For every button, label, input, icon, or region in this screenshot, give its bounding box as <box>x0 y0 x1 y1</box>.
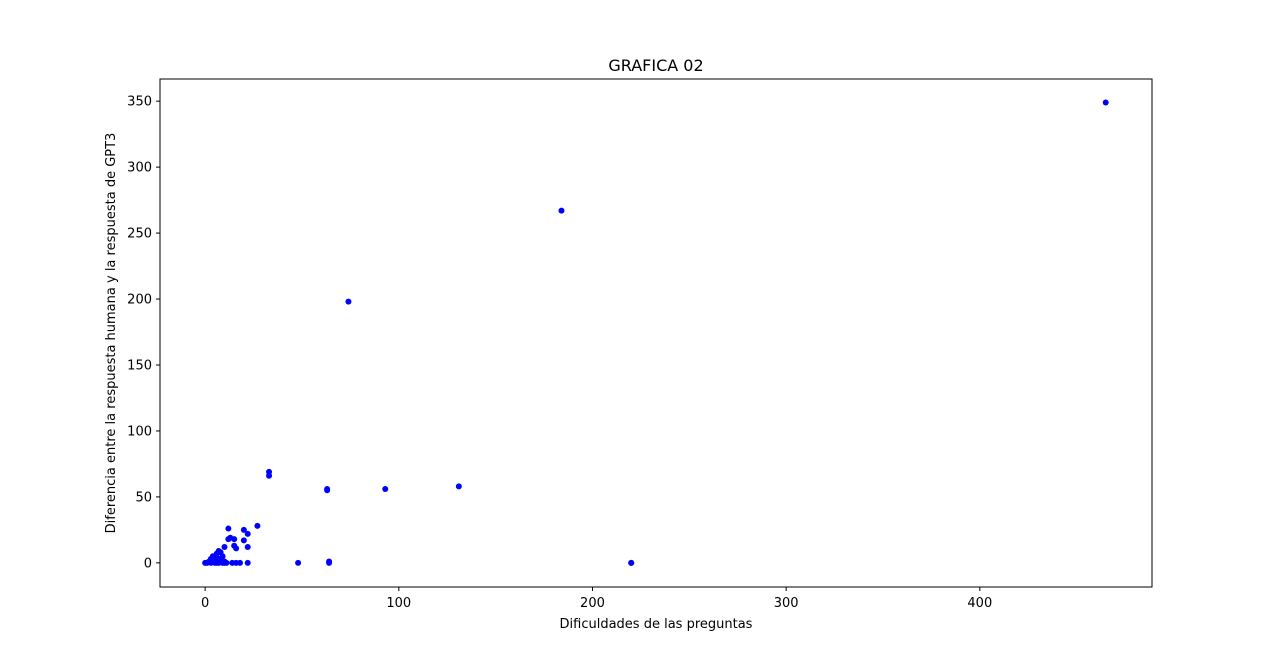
data-point <box>244 559 251 566</box>
data-point <box>223 559 230 566</box>
x-tick-label: 100 <box>386 596 411 611</box>
data-point <box>455 483 462 490</box>
x-tick-label: 200 <box>580 596 605 611</box>
data-point <box>324 487 331 494</box>
data-point <box>244 530 251 537</box>
y-tick-label: 350 <box>127 95 152 110</box>
data-point <box>221 544 228 551</box>
data-point <box>240 537 247 544</box>
y-tick-label: 0 <box>144 556 152 571</box>
x-axis-ticks: 0 100 200 300 400 <box>201 587 992 611</box>
data-point <box>244 544 251 551</box>
data-point <box>219 553 226 560</box>
data-point <box>231 536 238 543</box>
x-tick-label: 0 <box>201 596 209 611</box>
data-point <box>236 559 243 566</box>
data-point <box>326 559 333 566</box>
data-point <box>254 522 261 529</box>
x-tick-label: 400 <box>967 596 992 611</box>
y-tick-label: 100 <box>127 424 152 439</box>
y-tick-label: 250 <box>127 227 152 242</box>
x-tick-label: 300 <box>774 596 799 611</box>
y-tick-label: 300 <box>127 161 152 176</box>
y-tick-label: 50 <box>135 490 152 505</box>
data-point <box>628 559 635 566</box>
y-axis-label: Diferencia entre la respuesta humana y l… <box>104 133 119 534</box>
data-point <box>295 559 302 566</box>
data-point <box>382 485 389 492</box>
chart-title: GRAFICA 02 <box>608 56 703 75</box>
data-points <box>202 99 1109 566</box>
y-axis-ticks: 0 50 100 150 200 250 300 350 <box>127 95 160 571</box>
data-point <box>233 545 240 552</box>
data-point <box>345 298 352 305</box>
x-axis-label: Dificuldades de las preguntas <box>560 617 753 632</box>
data-point <box>558 207 565 214</box>
y-tick-label: 150 <box>127 358 152 373</box>
data-point <box>240 526 247 533</box>
data-point <box>1102 99 1109 106</box>
y-tick-label: 200 <box>127 293 152 308</box>
data-point <box>266 472 273 479</box>
plot-area-frame <box>159 78 1153 588</box>
data-point <box>225 525 232 532</box>
